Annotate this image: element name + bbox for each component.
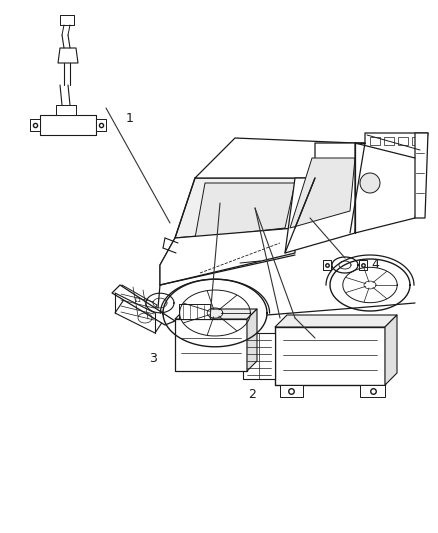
Bar [398, 137, 408, 145]
Polygon shape [385, 315, 397, 385]
Bar [384, 137, 394, 145]
Polygon shape [195, 183, 295, 238]
Bar [412, 137, 422, 145]
Polygon shape [175, 309, 257, 319]
Polygon shape [160, 228, 295, 285]
Text: Ω: Ω [134, 296, 140, 304]
Polygon shape [112, 285, 175, 325]
Polygon shape [415, 133, 428, 218]
Polygon shape [359, 260, 367, 270]
Polygon shape [195, 138, 355, 178]
Bar [370, 137, 380, 145]
Polygon shape [323, 260, 331, 270]
Polygon shape [160, 228, 295, 285]
Polygon shape [179, 304, 210, 319]
Polygon shape [115, 298, 165, 333]
Polygon shape [275, 327, 385, 385]
Polygon shape [40, 115, 96, 135]
Polygon shape [118, 285, 157, 315]
Text: 3: 3 [149, 351, 157, 365]
Polygon shape [175, 178, 315, 238]
Polygon shape [96, 119, 106, 131]
Text: 4: 4 [371, 259, 379, 271]
Polygon shape [60, 15, 74, 25]
Polygon shape [285, 143, 365, 253]
Polygon shape [243, 333, 275, 379]
Text: 2: 2 [248, 389, 256, 401]
Polygon shape [360, 385, 385, 397]
Polygon shape [58, 48, 78, 63]
Polygon shape [175, 319, 247, 371]
Text: 1: 1 [126, 111, 134, 125]
Polygon shape [290, 158, 355, 228]
Polygon shape [247, 309, 257, 371]
Polygon shape [30, 119, 40, 131]
Polygon shape [280, 385, 303, 397]
Polygon shape [56, 105, 76, 115]
Polygon shape [355, 133, 428, 233]
Circle shape [360, 173, 380, 193]
Polygon shape [275, 315, 397, 327]
